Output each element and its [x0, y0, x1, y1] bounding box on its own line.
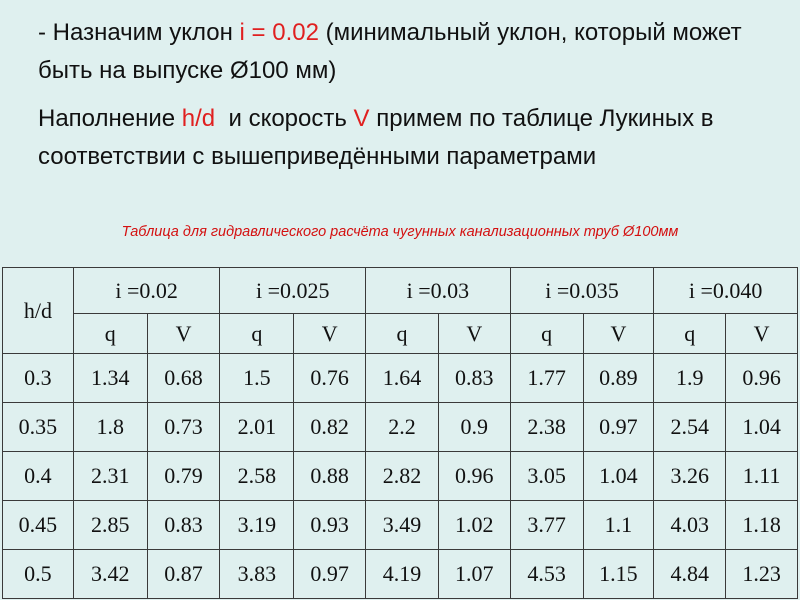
hd-cell: 0.4: [2, 451, 74, 501]
hd-cell: 0.3: [2, 353, 74, 403]
hd-cell: 0.45: [2, 500, 74, 550]
v-cell: 1.1: [582, 500, 655, 550]
hd-symbol: h/d: [181, 105, 216, 132]
v-cell: 0.97: [293, 549, 367, 599]
q-cell: 1.9: [653, 353, 727, 403]
q-cell: 4.03: [653, 500, 727, 550]
fill-text: Наполнение: [38, 105, 182, 132]
v-cell: 0.96: [437, 451, 511, 501]
v-cell: 0.96: [725, 353, 798, 403]
q-cell: 1.8: [72, 402, 148, 452]
q-cell: 3.19: [219, 500, 295, 550]
v-cell: 0.76: [293, 353, 367, 403]
table-row: 0.45 2.85 0.83 3.19 0.93 3.49 1.02 3.77 …: [2, 500, 798, 550]
v-cell: 0.83: [146, 500, 221, 550]
table-row: 0.3 1.34 0.68 1.5 0.76 1.64 0.83 1.77 0.…: [2, 353, 798, 403]
table-row: 0.5 3.42 0.87 3.83 0.97 4.19 1.07 4.53 1…: [2, 549, 798, 599]
v-cell: 0.97: [582, 402, 655, 452]
table-body: 0.3 1.34 0.68 1.5 0.76 1.64 0.83 1.77 0.…: [2, 353, 798, 599]
q-subheader: q: [653, 313, 727, 354]
v-cell: 0.88: [293, 451, 367, 501]
hd-header: h/d: [2, 267, 74, 354]
q-cell: 1.34: [72, 353, 148, 403]
v-cell: 1.15: [582, 549, 655, 599]
v-cell: 1.02: [437, 500, 511, 550]
q-subheader: q: [365, 313, 439, 354]
hd-cell: 0.5: [2, 549, 74, 599]
v-cell: 0.73: [146, 402, 221, 452]
v-symbol: V: [353, 105, 370, 132]
q-cell: 2.85: [72, 500, 148, 550]
v-cell: 1.11: [725, 451, 798, 501]
q-cell: 3.49: [365, 500, 439, 550]
q-subheader: q: [219, 313, 295, 354]
q-cell: 3.42: [72, 549, 148, 599]
v-subheader: V: [437, 313, 511, 354]
v-cell: 1.07: [437, 549, 511, 599]
slope-value: i = 0.02: [239, 19, 319, 46]
fill-velocity-statement: Наполнение h/d и скорость V примем по та…: [38, 100, 778, 176]
slope-header: i =0.040: [653, 267, 798, 314]
hydraulic-table: h/d i =0.02 i =0.025 i =0.03 i =0.035 i …: [2, 267, 798, 599]
q-cell: 3.77: [509, 500, 584, 550]
q-cell: 2.82: [365, 451, 439, 501]
q-cell: 2.38: [509, 402, 584, 452]
v-cell: 1.18: [725, 500, 798, 550]
v-subheader: V: [146, 313, 221, 354]
v-subheader: V: [293, 313, 367, 354]
v-cell: 0.82: [293, 402, 367, 452]
slope-statement: - Назначим уклон i = 0.02 (минимальный у…: [38, 14, 778, 90]
q-cell: 2.31: [72, 451, 148, 501]
q-cell: 1.5: [219, 353, 295, 403]
v-cell: 0.89: [582, 353, 655, 403]
q-subheader: q: [509, 313, 584, 354]
v-subheader: V: [725, 313, 798, 354]
table-reference-text: примем по таблице Лукиных в соответствии…: [38, 105, 714, 170]
table-caption: Таблица для гидравлического расчёта чугу…: [121, 224, 679, 240]
q-cell: 4.84: [653, 549, 727, 599]
q-cell: 4.53: [509, 549, 584, 599]
slope-text: - Назначим уклон: [38, 19, 240, 46]
slope-header: i =0.035: [509, 267, 655, 314]
v-cell: 0.93: [293, 500, 367, 550]
v-cell: 0.87: [146, 549, 221, 599]
v-subheader: V: [582, 313, 655, 354]
q-cell: 4.19: [365, 549, 439, 599]
table-row: 0.4 2.31 0.79 2.58 0.88 2.82 0.96 3.05 1…: [2, 451, 798, 501]
q-cell: 3.26: [653, 451, 727, 501]
v-cell: 0.83: [437, 353, 511, 403]
q-cell: 2.01: [219, 402, 295, 452]
hd-cell: 0.35: [2, 402, 74, 452]
velocity-text: и скорость: [215, 105, 354, 132]
q-cell: 1.64: [365, 353, 439, 403]
v-cell: 0.68: [146, 353, 221, 403]
v-cell: 1.23: [725, 549, 798, 599]
q-cell: 2.58: [219, 451, 295, 501]
slope-header: i =0.03: [365, 267, 511, 314]
v-cell: 0.9: [437, 402, 511, 452]
v-cell: 1.04: [582, 451, 655, 501]
q-cell: 1.77: [509, 353, 584, 403]
q-cell: 3.83: [219, 549, 295, 599]
v-cell: 0.79: [146, 451, 221, 501]
q-cell: 2.54: [653, 402, 727, 452]
slope-header: i =0.02: [72, 267, 221, 314]
table-row: 0.35 1.8 0.73 2.01 0.82 2.2 0.9 2.38 0.9…: [2, 402, 798, 452]
slope-note: (минимальный уклон, который может быть н…: [38, 19, 742, 84]
q-cell: 2.2: [365, 402, 439, 452]
q-subheader: q: [72, 313, 148, 354]
q-cell: 3.05: [509, 451, 584, 501]
slope-header: i =0.025: [219, 267, 367, 314]
v-cell: 1.04: [725, 402, 798, 452]
